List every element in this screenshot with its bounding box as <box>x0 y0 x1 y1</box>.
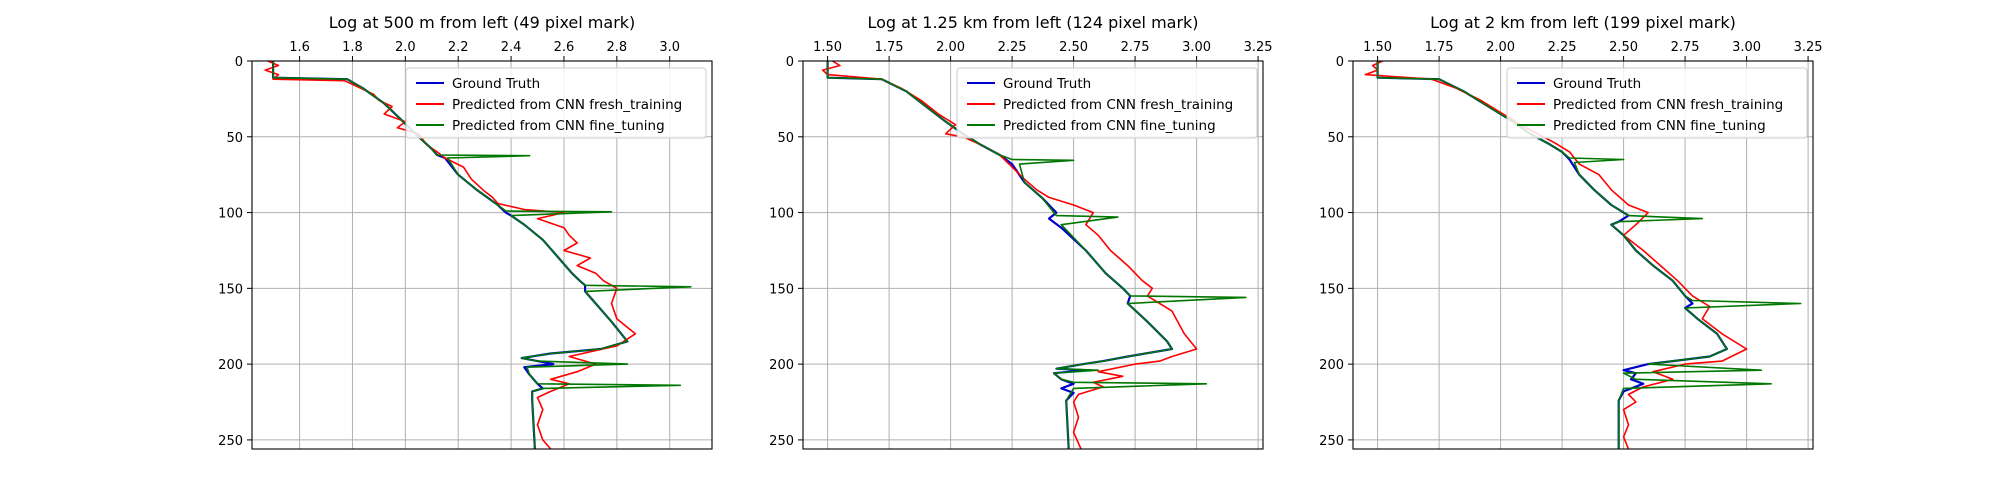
y-tick-label: 0 <box>1336 55 1344 70</box>
x-tick-label: 2.8 <box>606 40 627 55</box>
series-line-2 <box>1364 60 1748 450</box>
series-line-3 <box>272 61 692 450</box>
chart-panel-1: 1.6 1.8 2.0 2.2 2.4 2.6 2.8 3.0 0 50 100 150 200 250 L… <box>218 13 713 450</box>
legend-label-1: Ground Truth <box>1553 76 1641 92</box>
series-line-2 <box>821 60 1198 450</box>
x-tick-label: 2.75 <box>1121 40 1150 55</box>
x-tick-label: 1.50 <box>1363 40 1392 55</box>
legend: Ground Truth Predicted from CNN fresh_tra… <box>405 67 707 139</box>
y-tick-label: 150 <box>218 282 243 297</box>
legend-label-2: Predicted from CNN fresh_training <box>1003 97 1233 113</box>
legend-label-2: Predicted from CNN fresh_training <box>452 97 682 113</box>
legend-box <box>405 67 707 139</box>
legend: Ground Truth Predicted from CNN fresh_tra… <box>956 67 1258 139</box>
chart-title: Log at 1.25 km from left (124 pixel mark… <box>867 13 1198 32</box>
x-tick-label: 2.6 <box>554 40 575 55</box>
y-tick-label: 50 <box>777 131 794 146</box>
chart-title: Log at 2 km from left (199 pixel mark) <box>1430 13 1736 32</box>
x-tick-label: 2.25 <box>1548 40 1577 55</box>
x-tick-label: 2.00 <box>1486 40 1515 55</box>
x-tick-label: 3.25 <box>1244 40 1273 55</box>
legend-box <box>1506 67 1808 139</box>
series-line-3 <box>1376 61 1802 449</box>
x-tick-label: 3.0 <box>659 40 680 55</box>
x-tick-label: 3.00 <box>1732 40 1761 55</box>
legend-label-1: Ground Truth <box>452 76 540 92</box>
plot-frame <box>802 60 1264 450</box>
y-tick-label: 250 <box>1319 434 1344 449</box>
chart-panel-3: 1.50 1.75 2.00 2.25 2.50 2.75 3.00 3.25 0 50 100 15… <box>1319 13 1823 450</box>
legend-label-1: Ground Truth <box>1003 76 1091 92</box>
legend-label-3: Predicted from CNN fine_tuning <box>1553 118 1766 134</box>
x-tick-label: 1.6 <box>289 40 310 55</box>
x-tick-label: 2.0 <box>395 40 416 55</box>
y-tick-label: 50 <box>1327 131 1344 146</box>
x-tick-label: 1.75 <box>1425 40 1454 55</box>
x-tick-label: 3.00 <box>1182 40 1211 55</box>
plot-frame <box>251 60 713 450</box>
legend-label-3: Predicted from CNN fine_tuning <box>452 118 665 134</box>
y-tick-label: 0 <box>235 55 243 70</box>
x-tick-label: 2.75 <box>1671 40 1700 55</box>
y-tick-label: 250 <box>769 434 794 449</box>
y-tick-label: 200 <box>1319 358 1344 373</box>
y-tick-label: 100 <box>769 207 794 222</box>
y-tick-label: 250 <box>218 434 243 449</box>
plot-frame <box>1352 60 1814 450</box>
legend-box <box>956 67 1258 139</box>
x-tick-label: 2.50 <box>1609 40 1638 55</box>
x-tick-label: 2.4 <box>501 40 522 55</box>
x-tick-label: 2.00 <box>936 40 965 55</box>
y-tick-label: 150 <box>769 282 794 297</box>
legend: Ground Truth Predicted from CNN fresh_tra… <box>1506 67 1808 139</box>
y-tick-label: 50 <box>226 131 243 146</box>
y-tick-label: 100 <box>1319 207 1344 222</box>
chart-panel-2: 1.50 1.75 2.00 2.25 2.50 2.75 3.00 3.25 0 50 100 15… <box>769 13 1273 450</box>
x-tick-label: 2.50 <box>1059 40 1088 55</box>
y-tick-label: 200 <box>769 358 794 373</box>
legend-label-3: Predicted from CNN fine_tuning <box>1003 118 1216 134</box>
x-tick-label: 2.2 <box>448 40 469 55</box>
y-tick-label: 150 <box>1319 282 1344 297</box>
y-tick-label: 200 <box>218 358 243 373</box>
y-tick-label: 0 <box>786 55 794 70</box>
x-tick-label: 1.8 <box>342 40 363 55</box>
x-tick-label: 1.50 <box>813 40 842 55</box>
legend-label-2: Predicted from CNN fresh_training <box>1553 97 1783 113</box>
x-tick-label: 2.25 <box>998 40 1027 55</box>
x-tick-label: 3.25 <box>1794 40 1823 55</box>
chart-title: Log at 500 m from left (49 pixel mark) <box>329 13 636 32</box>
y-tick-label: 100 <box>218 207 243 222</box>
x-tick-label: 1.75 <box>875 40 904 55</box>
